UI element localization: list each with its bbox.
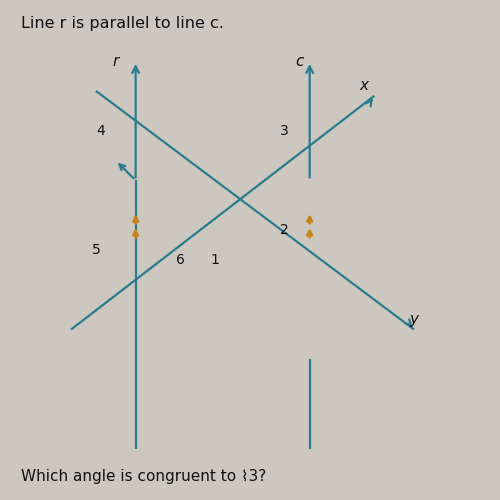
- Text: 1: 1: [211, 253, 220, 267]
- Text: 2: 2: [280, 223, 289, 237]
- Text: c: c: [296, 54, 304, 68]
- Text: Line r is parallel to line c.: Line r is parallel to line c.: [22, 16, 224, 32]
- Text: r: r: [112, 54, 119, 68]
- Text: x: x: [360, 78, 369, 94]
- Text: 5: 5: [92, 243, 100, 257]
- Text: y: y: [410, 312, 418, 327]
- Text: 6: 6: [176, 253, 185, 267]
- Text: 3: 3: [280, 124, 289, 138]
- Text: Which angle is congruent to ⌇3?: Which angle is congruent to ⌇3?: [22, 468, 266, 483]
- Text: 4: 4: [96, 124, 105, 138]
